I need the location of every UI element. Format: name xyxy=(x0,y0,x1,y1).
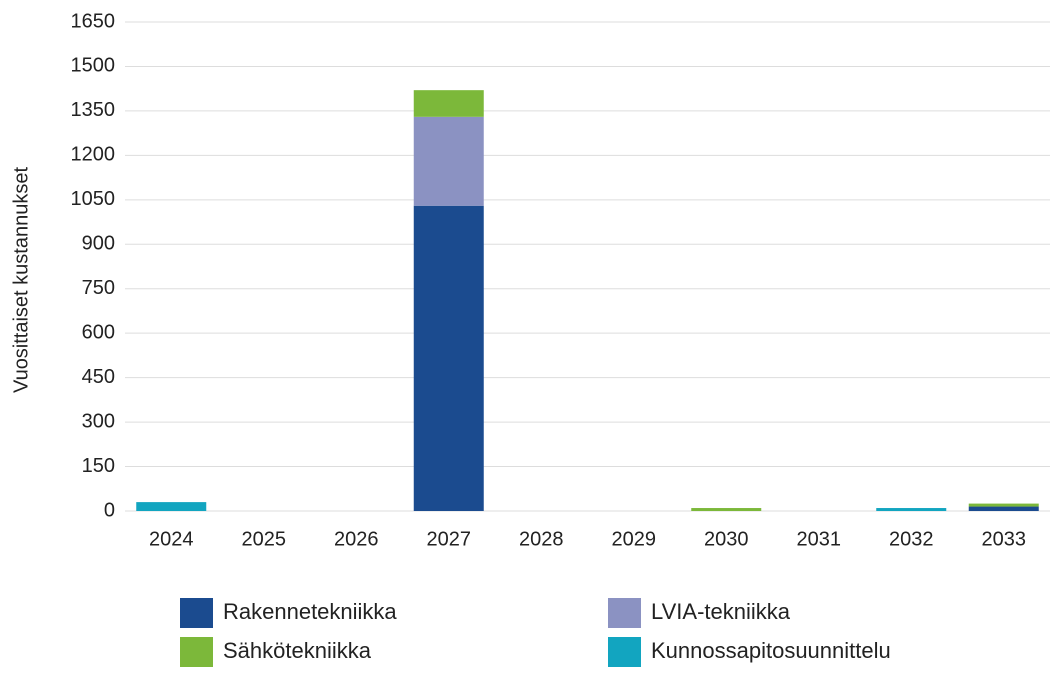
bar-segment xyxy=(968,506,1039,511)
legend-swatch xyxy=(180,637,213,667)
legend-swatch xyxy=(608,598,641,628)
y-tick-label: 0 xyxy=(104,499,115,521)
y-tick-label: 1500 xyxy=(71,55,116,77)
y-axis-label: Vuosittaiset kustannukset xyxy=(10,167,32,393)
legend-label: Sähkötekniikka xyxy=(223,638,372,663)
y-tick-label: 600 xyxy=(82,321,115,343)
y-tick-label: 1200 xyxy=(71,144,116,166)
x-tick-label: 2031 xyxy=(797,528,842,550)
x-tick-label: 2024 xyxy=(149,528,194,550)
x-tick-label: 2026 xyxy=(334,528,379,550)
y-tick-label: 300 xyxy=(82,410,115,432)
y-tick-label: 750 xyxy=(82,277,115,299)
y-tick-label: 1350 xyxy=(71,99,116,121)
x-tick-label: 2028 xyxy=(519,528,564,550)
x-tick-label: 2033 xyxy=(982,528,1027,550)
y-tick-label: 1050 xyxy=(71,188,116,210)
bar-segment xyxy=(413,116,484,206)
y-tick-label: 1650 xyxy=(71,10,116,32)
bar-segment xyxy=(968,503,1039,507)
legend-label: Rakennetekniikka xyxy=(223,599,397,624)
legend-swatch xyxy=(608,637,641,667)
bar-segment xyxy=(413,90,484,117)
legend-swatch xyxy=(180,598,213,628)
x-tick-label: 2030 xyxy=(704,528,749,550)
legend-label: LVIA-tekniikka xyxy=(651,599,791,624)
bar-segment xyxy=(136,502,207,511)
x-tick-label: 2027 xyxy=(427,528,472,550)
bar-segment xyxy=(691,508,762,511)
x-tick-label: 2029 xyxy=(612,528,657,550)
x-tick-label: 2025 xyxy=(242,528,287,550)
x-tick-label: 2032 xyxy=(889,528,934,550)
y-tick-label: 150 xyxy=(82,455,115,477)
bar-segment xyxy=(413,205,484,511)
bar-segment xyxy=(876,508,947,511)
legend-label: Kunnossapitosuunnittelu xyxy=(651,638,891,663)
y-tick-label: 450 xyxy=(82,366,115,388)
y-tick-label: 900 xyxy=(82,233,115,255)
